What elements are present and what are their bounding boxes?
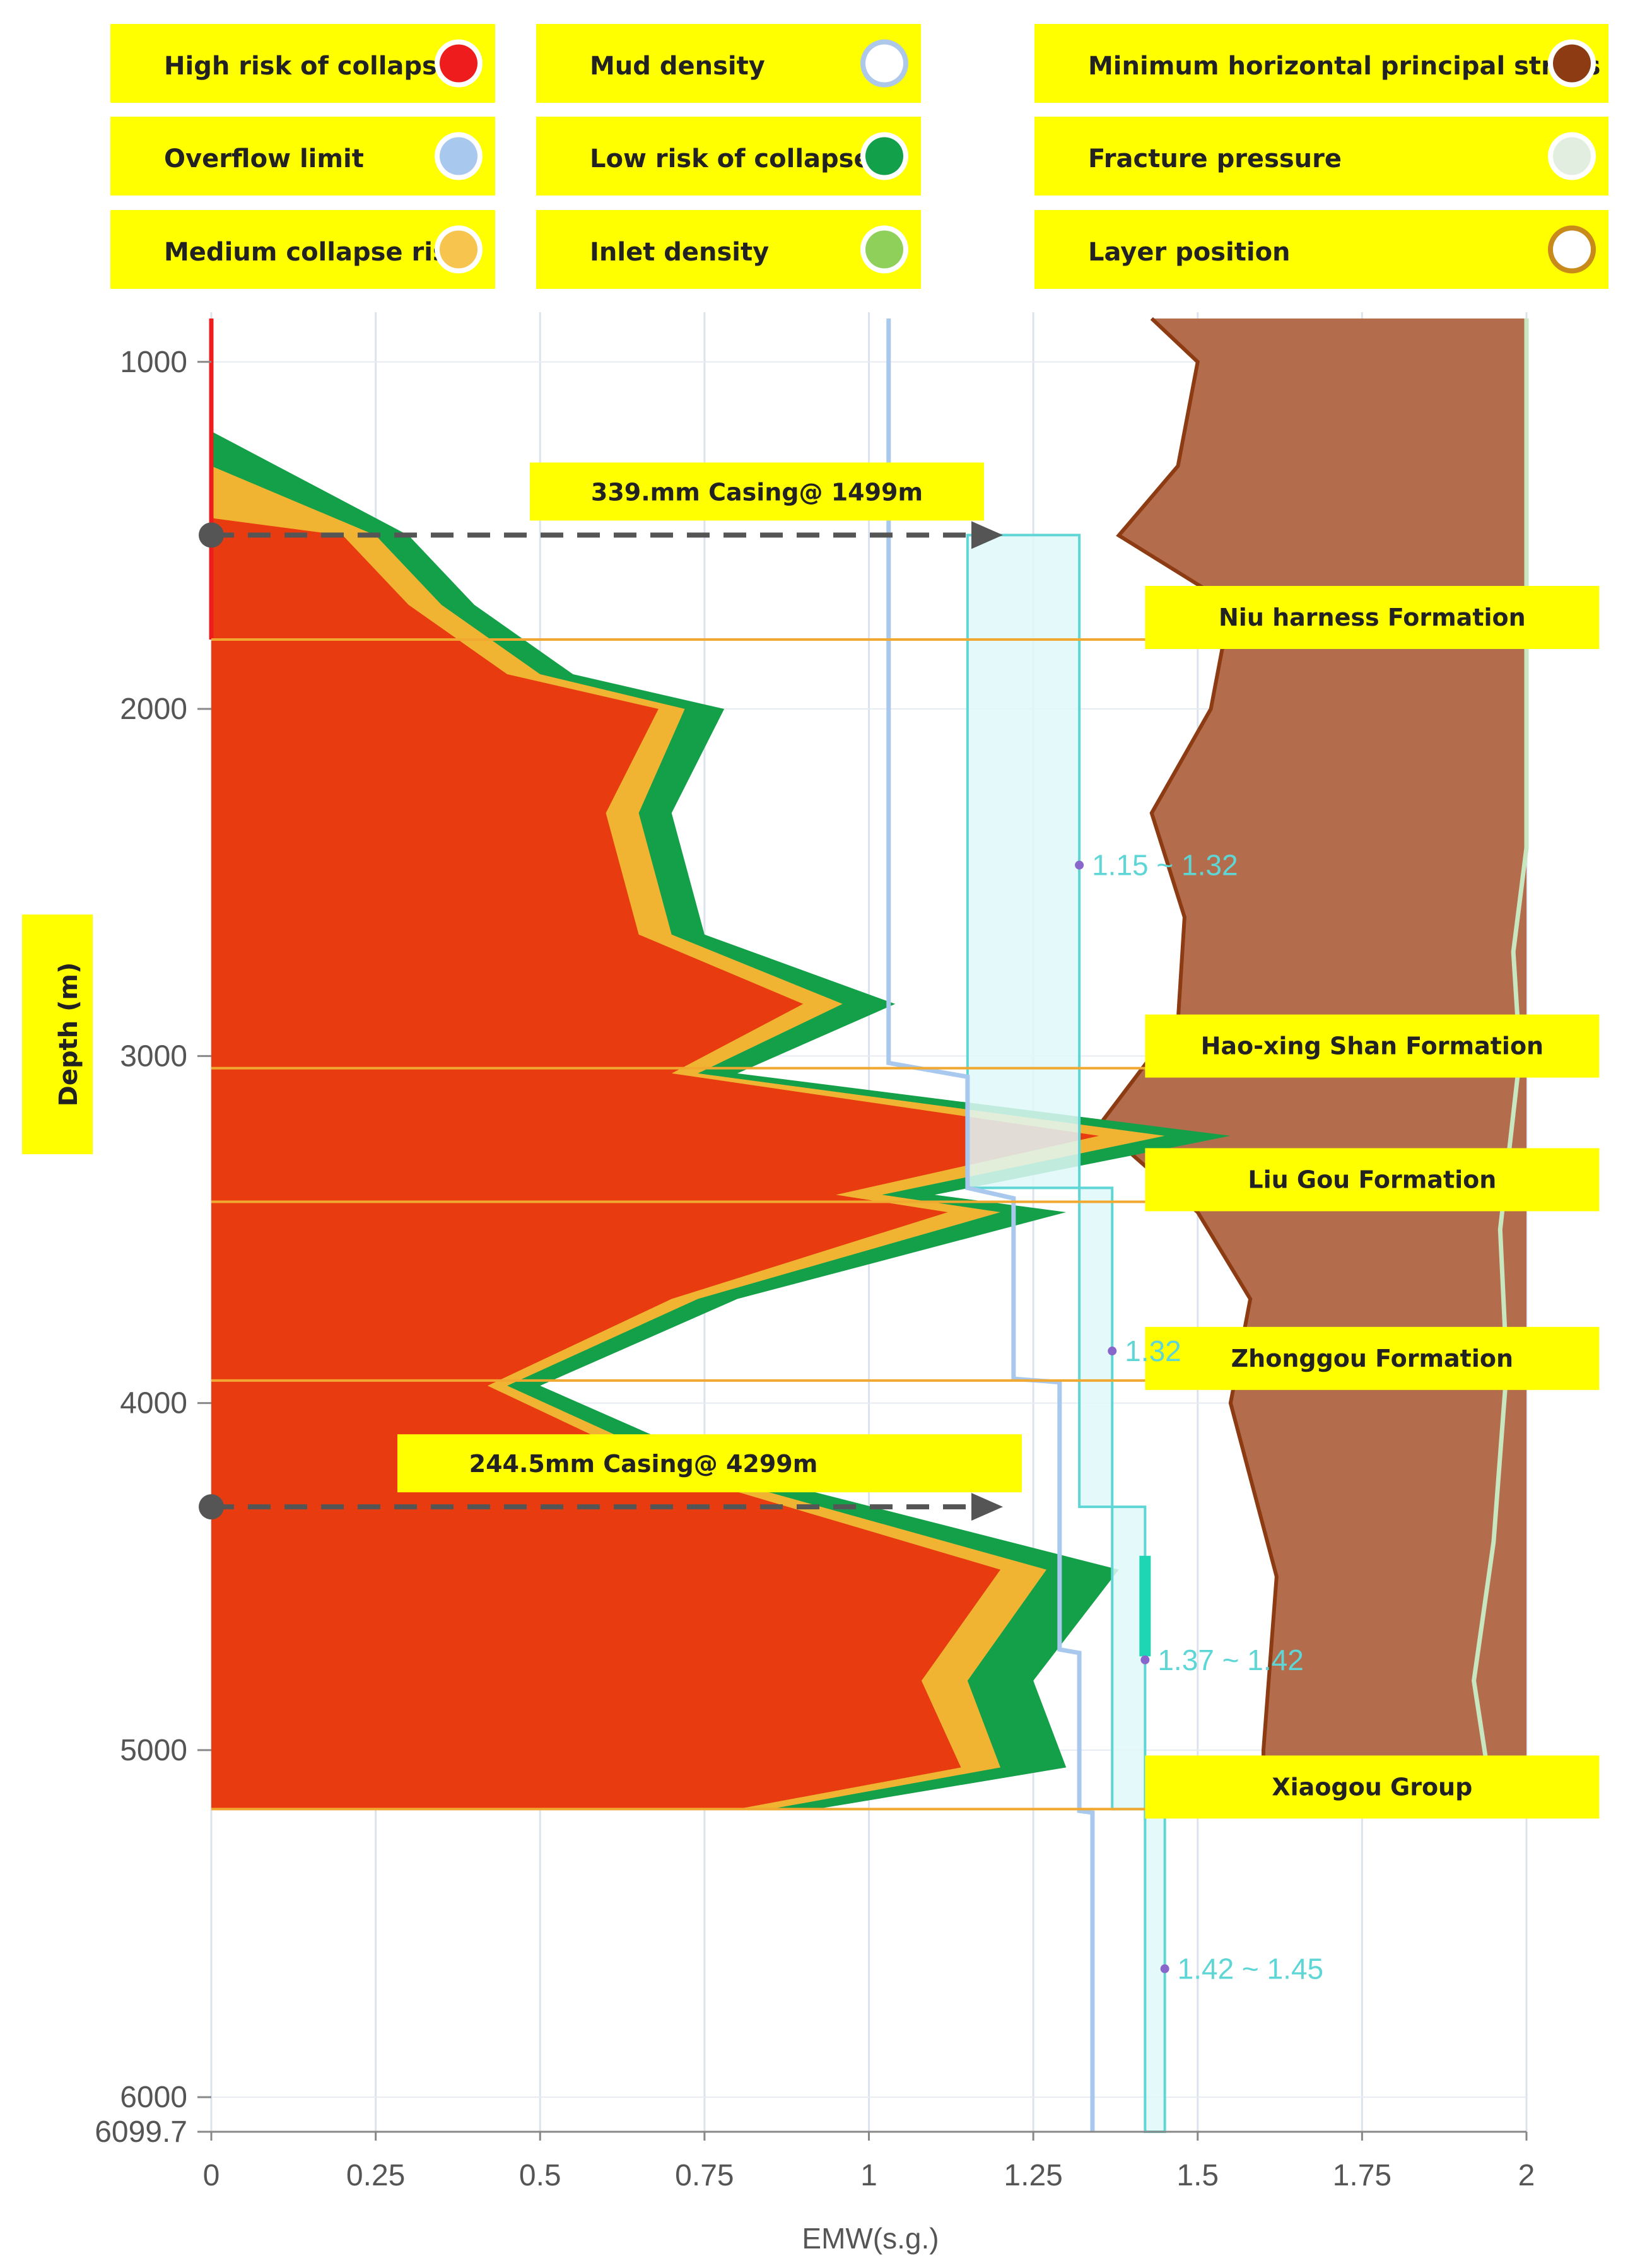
- casing-arrow-head: [971, 521, 1003, 549]
- formation-label: Niu harness Formation: [1219, 604, 1526, 631]
- mud-density-window: [966, 534, 1081, 1190]
- legend-swatch: [440, 137, 477, 175]
- axes: 0 0.25 0.5 0.75 1 1.25 1.5 1.75 2 1000 2000 3000 400…: [95, 346, 1535, 2192]
- legend-swatch: [865, 44, 903, 83]
- x-tick-label: 1: [860, 2159, 877, 2192]
- formation-layer: Niu harness Formation Hao-xing Shan Forma…: [211, 586, 1600, 1819]
- legend-label: Mud density: [590, 52, 765, 81]
- x-tick-label: 0.5: [519, 2159, 561, 2192]
- mud-window-labels: 1.15 ~ 1.32 1.32 1.37 ~ 1.42 1.42 ~ 1.45: [1075, 849, 1323, 1985]
- formation-label: Liu Gou Formation: [1248, 1166, 1496, 1193]
- x-tick-label: 0.25: [346, 2159, 405, 2192]
- legend-label: Medium collapse risk.: [164, 238, 474, 267]
- legend: High risk of collapse Mud density Minimum …: [110, 24, 1608, 289]
- casing-marker: [199, 522, 224, 548]
- casing-marker: [199, 1494, 224, 1520]
- y-tick-label: 6000: [120, 2081, 187, 2114]
- mud-window-label: 1.37 ~ 1.42: [1157, 1644, 1303, 1676]
- casing-label-box: [530, 462, 984, 521]
- legend-swatch: [865, 230, 903, 269]
- formation-label-box: [1145, 1326, 1600, 1390]
- legend-swatch: [1553, 137, 1591, 175]
- x-axis-title: EMW(s.g.): [802, 2222, 939, 2255]
- y-axis-title: Depth (m): [54, 962, 83, 1107]
- legend-box: [536, 117, 921, 196]
- y-tick-label: 4000: [120, 1387, 187, 1420]
- formation-label: Zhonggou Formation: [1231, 1345, 1513, 1372]
- mud-density-window: [1078, 1186, 1114, 1509]
- mud-window-label: 1.42 ~ 1.45: [1178, 1953, 1323, 1985]
- y-tick-label: 6099.7: [95, 2115, 187, 2149]
- formation-label-box: [1145, 1755, 1600, 1819]
- formation-label-box: [1145, 1148, 1600, 1212]
- legend-label: Inlet density: [590, 238, 769, 267]
- mud-window-marker: [1140, 1655, 1150, 1664]
- legend-swatch: [865, 137, 903, 175]
- series-min-horizontal-stress-edge: [1096, 317, 1279, 1809]
- series-fracture-pressure: [1472, 319, 1529, 1809]
- casing-layer: 339.mm Casing@ 1499m 244.5mm Casing@ 4299…: [199, 462, 1022, 1521]
- y-tick-label: 3000: [120, 1039, 187, 1073]
- legend-label: Layer position: [1088, 238, 1291, 267]
- x-tick-label: 2: [1518, 2159, 1535, 2192]
- legend-swatch: [1553, 230, 1591, 269]
- casing-label: 244.5mm Casing@ 4299m: [469, 1450, 818, 1478]
- legend-box: [536, 210, 921, 289]
- casing-arrow-head: [971, 1493, 1003, 1521]
- legend-box: [110, 210, 495, 289]
- legend-swatch: [440, 230, 477, 269]
- formation-label: Hao-xing Shan Formation: [1201, 1032, 1544, 1060]
- x-tick-label: 1.75: [1333, 2159, 1391, 2192]
- formation-label-box: [1145, 586, 1600, 650]
- legend-box: [110, 24, 495, 103]
- mud-density-window: [1111, 1505, 1147, 1811]
- casing-label: 339.mm Casing@ 1499m: [591, 478, 923, 506]
- mud-window-label: 1.32: [1125, 1335, 1181, 1367]
- formation-label: Xiaogou Group: [1272, 1773, 1472, 1801]
- x-tick-label: 0: [203, 2159, 220, 2192]
- y-tick-label: 5000: [120, 1734, 187, 1767]
- x-tick-label: 1.25: [1004, 2159, 1062, 2192]
- legend-label: Overflow limit: [164, 144, 364, 173]
- formation-label-box: [1145, 1014, 1600, 1078]
- mud-window-label: 1.15 ~ 1.32: [1092, 849, 1238, 882]
- x-tick-label: 0.75: [675, 2159, 734, 2192]
- y-axis-title-box: Depth (m): [22, 915, 93, 1154]
- casing-label-box: [397, 1434, 1022, 1493]
- y-tick-label: 2000: [120, 693, 187, 726]
- legend-box: [1034, 117, 1608, 196]
- mud-window-marker: [1160, 1964, 1169, 1973]
- legend-box: [536, 24, 921, 103]
- y-tick-label: 1000: [120, 346, 187, 379]
- x-tick-label: 1.5: [1176, 2159, 1219, 2192]
- legend-swatch: [1553, 44, 1591, 83]
- legend-label: High risk of collapse: [164, 52, 454, 81]
- mud-window-marker: [1108, 1347, 1117, 1356]
- legend-label: Fracture pressure: [1088, 144, 1342, 173]
- legend-box: [1034, 210, 1608, 289]
- legend-label: Minimum horizontal principal stress: [1088, 52, 1600, 81]
- legend-swatch: [440, 44, 477, 83]
- mud-window-marker: [1075, 860, 1084, 870]
- legend-box: [1034, 24, 1608, 103]
- legend-label: Low risk of collapse: [590, 144, 871, 173]
- legend-box: [110, 117, 495, 196]
